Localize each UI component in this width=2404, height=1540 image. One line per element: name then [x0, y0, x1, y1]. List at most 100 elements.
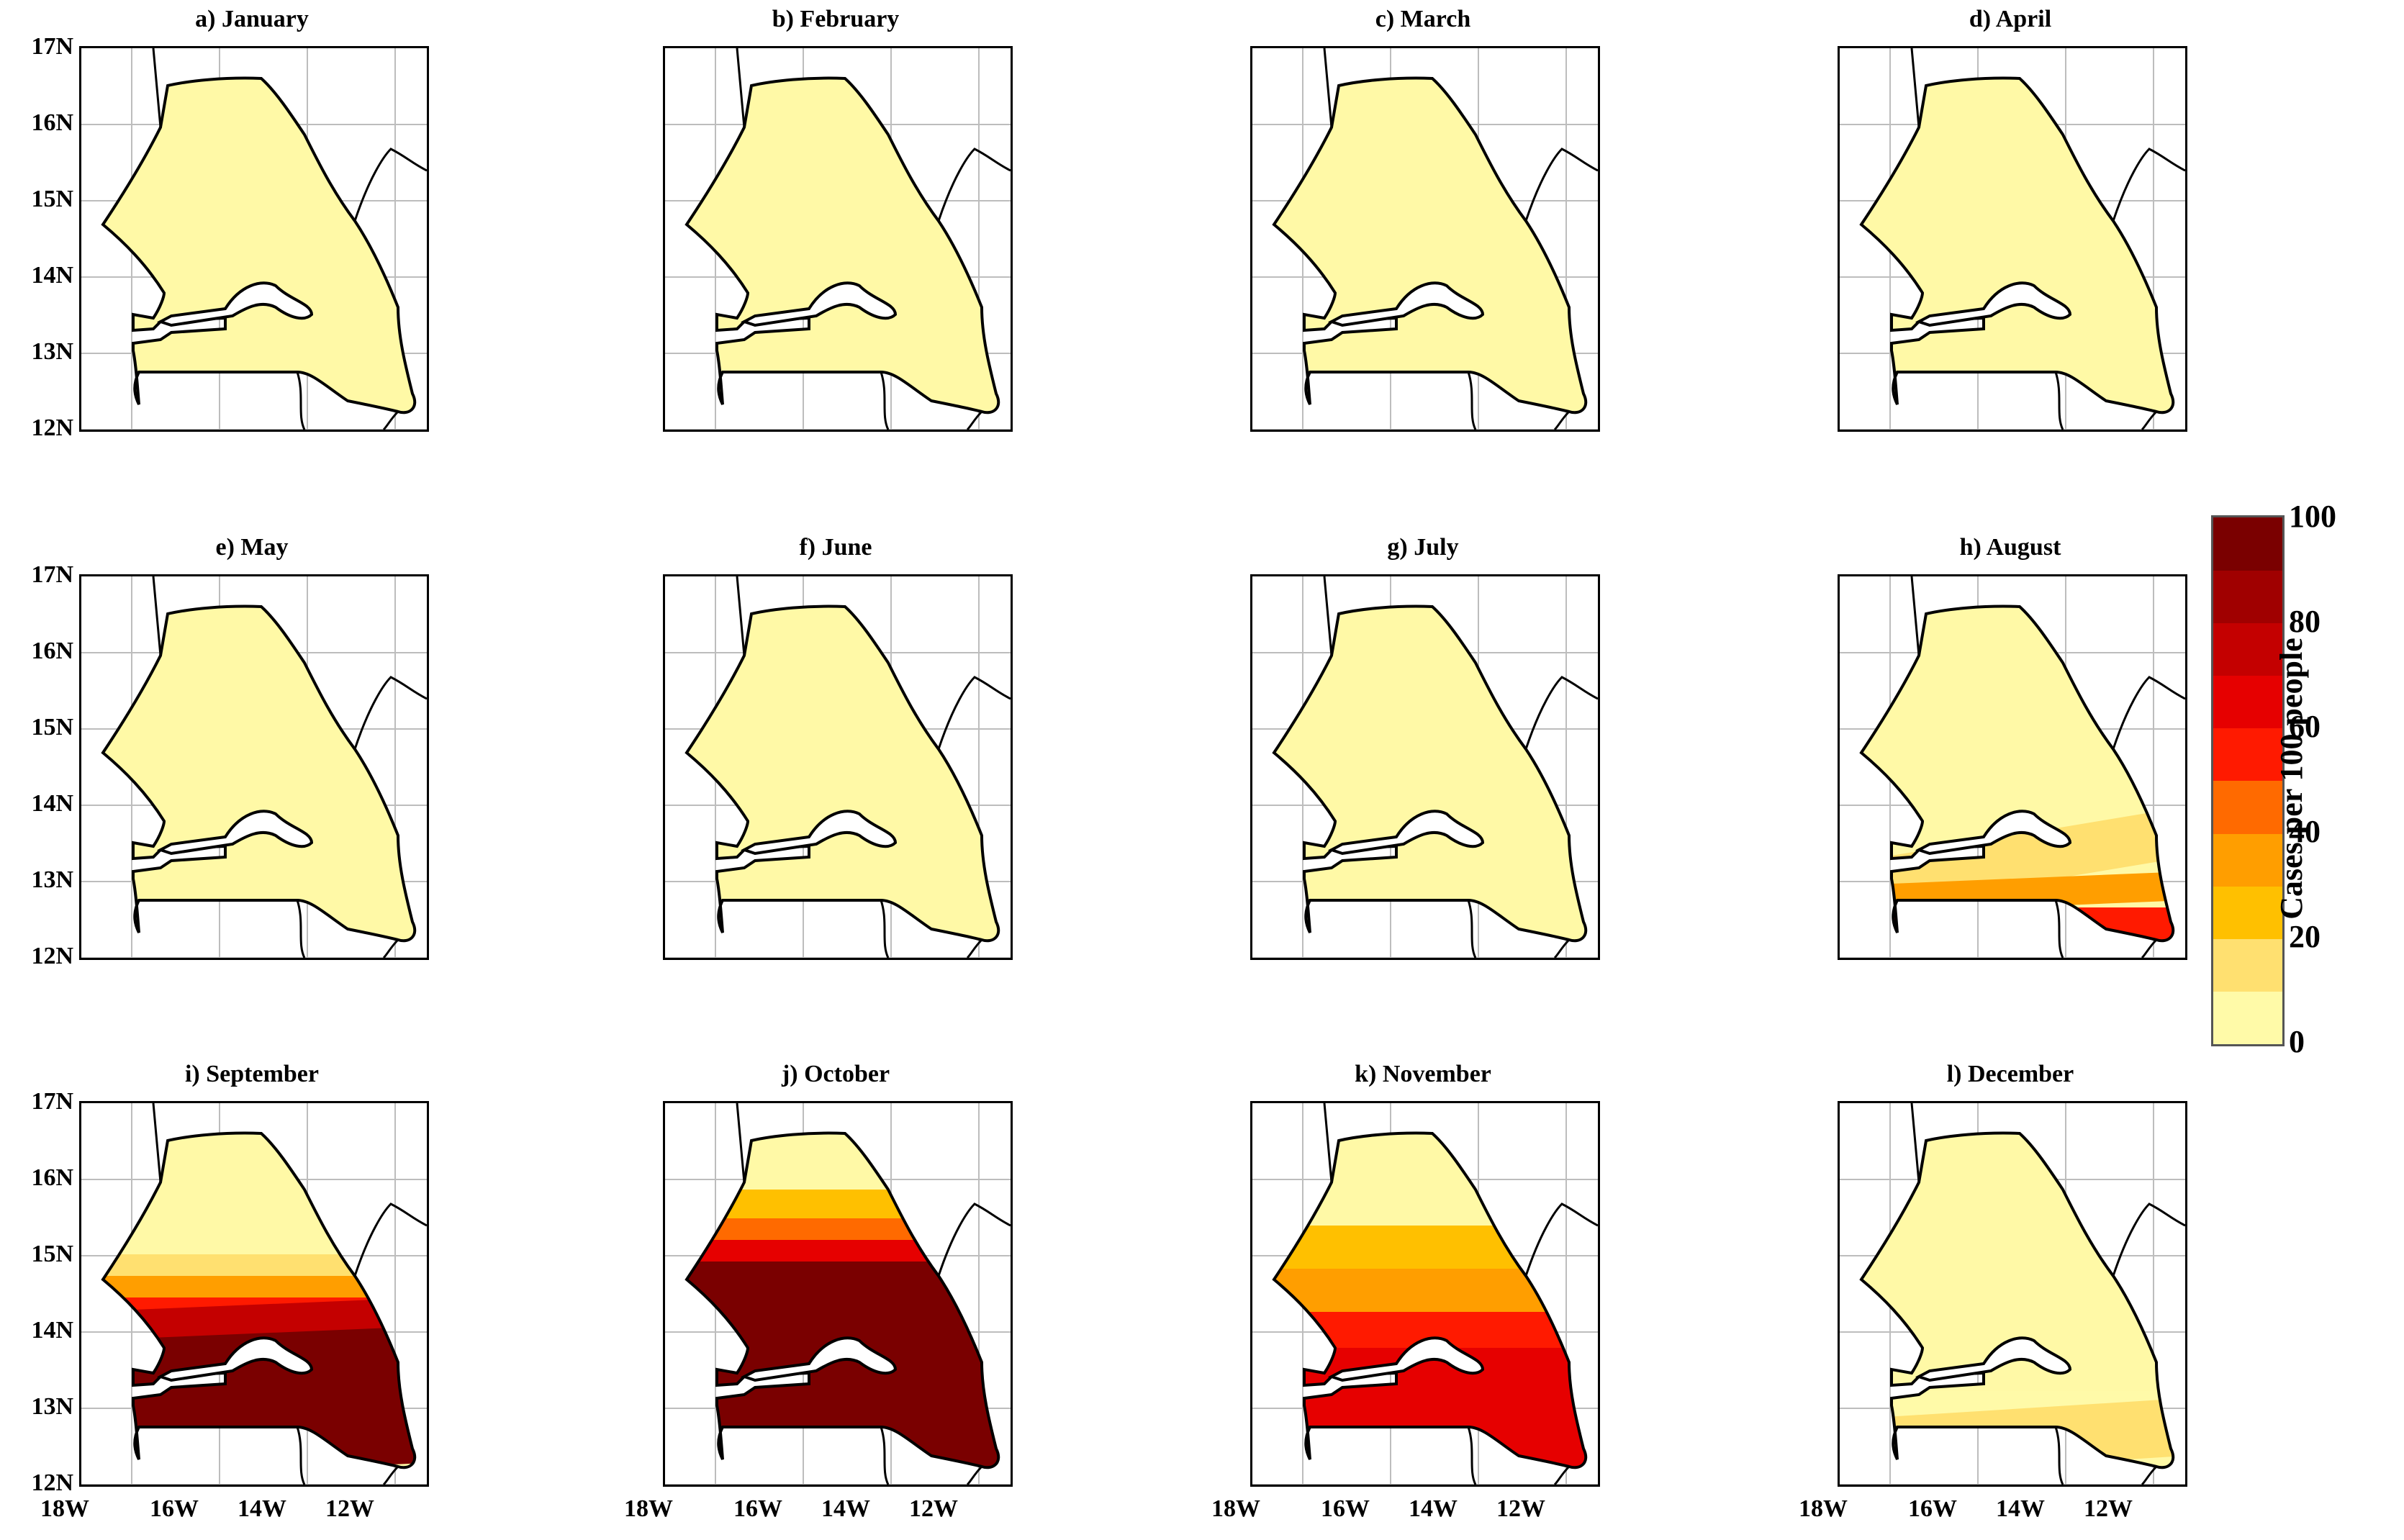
- map-frame: [663, 1101, 1013, 1487]
- gambia-river: [740, 281, 898, 327]
- panel-title: l) December: [1946, 1061, 2074, 1087]
- lat-tick-label: 16N: [31, 1164, 73, 1191]
- colorbar-band: [2213, 886, 2282, 940]
- map-frame: [1250, 46, 1600, 432]
- neighbor-border: [736, 1103, 1011, 1485]
- colorbar-band: [2213, 991, 2282, 1045]
- map-panel: c) March: [1171, 6, 1675, 485]
- senegal-land: [1274, 78, 1586, 413]
- lat-tick-label: 14N: [31, 262, 73, 289]
- lon-tick-label: 16W: [1321, 1495, 1370, 1522]
- lat-tick-label: 12N: [31, 415, 73, 441]
- senegal-land: [687, 78, 999, 413]
- map-svg: [1252, 1103, 1598, 1485]
- lon-tick-label: 18W: [40, 1495, 89, 1522]
- colorbar-band: [2213, 938, 2282, 992]
- colorbar-band: [2213, 833, 2282, 887]
- colorbar-tick: 20: [2289, 919, 2321, 954]
- gambia-river: [1915, 281, 2072, 327]
- lat-tick-label: 12N: [31, 943, 73, 969]
- lat-tick-label: 17N: [31, 1088, 73, 1115]
- map-panel: l) December 18W 16W 14W 12W: [1758, 1061, 2262, 1540]
- colorbar-band: [2213, 781, 2282, 834]
- gambia-river: [1327, 810, 1485, 856]
- colorbar-label: Cases per 100 people: [2274, 638, 2309, 920]
- neighbor-border: [1323, 48, 1598, 430]
- colorbar-band: [2213, 622, 2282, 676]
- map-panel: i) September 17N 16N 15N 14N 13N 12N 18W 16W 14W 1…: [0, 1061, 504, 1540]
- gambia-river: [1915, 1336, 2072, 1382]
- neighbor-border: [152, 48, 427, 430]
- map-svg: [1840, 1103, 2185, 1485]
- colorbar-tick: 100: [2289, 499, 2336, 534]
- gambia-river: [1915, 810, 2072, 856]
- lon-tick-label: 12W: [1496, 1495, 1545, 1522]
- map-frame: [1838, 1101, 2187, 1487]
- panel-title: d) April: [1969, 6, 2052, 32]
- colorbar: [2211, 515, 2285, 1046]
- panel-title: e) May: [215, 534, 289, 561]
- lon-tick-label: 16W: [150, 1495, 199, 1522]
- map-frame: [663, 46, 1013, 432]
- colorbar-band: [2213, 675, 2282, 729]
- gambia-river: [740, 810, 898, 856]
- map-frame: [1838, 46, 2187, 432]
- map-svg: [81, 576, 427, 958]
- gambia-river: [1327, 281, 1485, 327]
- lon-tick-label: 14W: [1409, 1495, 1458, 1522]
- panel-title: j) October: [781, 1061, 890, 1087]
- panel-title: i) September: [184, 1061, 319, 1087]
- neighbor-border: [1910, 576, 2185, 958]
- lon-tick-label: 14W: [238, 1495, 286, 1522]
- colorbar-tick: 60: [2289, 709, 2321, 744]
- map-panel: a) January 17N 16N 15N 14N 13N 12N: [0, 6, 504, 485]
- panel-title: b) February: [772, 6, 900, 32]
- map-frame: [79, 574, 429, 960]
- senegal-land: [1861, 1133, 2174, 1468]
- map-panel: b) February: [584, 6, 1088, 485]
- gambia-river: [740, 1336, 898, 1382]
- map-panel: e) May 17N 16N 15N 14N 13N 12N: [0, 534, 504, 1013]
- lat-tick-label: 14N: [31, 790, 73, 817]
- lon-tick-label: 12W: [2084, 1495, 2133, 1522]
- senegal-land: [687, 606, 999, 941]
- map-panel: j) October 18W 16W 14W 12W: [584, 1061, 1088, 1540]
- neighbor-border: [1910, 48, 2185, 430]
- risk-band: [1274, 1312, 1586, 1348]
- lon-tick-label: 18W: [624, 1495, 673, 1522]
- neighbor-border: [736, 48, 1011, 430]
- panel-title: k) November: [1355, 1061, 1491, 1087]
- lat-tick-label: 15N: [31, 1241, 73, 1267]
- lat-tick-label: 17N: [31, 561, 73, 588]
- risk-band: [1274, 1269, 1586, 1312]
- risk-band: [1861, 907, 2174, 941]
- colorbar-band: [2213, 728, 2282, 782]
- risk-overlay: [103, 1254, 415, 1468]
- map-svg: [665, 1103, 1011, 1485]
- colorbar-tick: 40: [2289, 814, 2321, 849]
- map-frame: [1250, 1101, 1600, 1487]
- panel-title: a) January: [195, 6, 309, 32]
- map-frame: [1838, 574, 2187, 960]
- map-svg: [1252, 576, 1598, 958]
- panel-title: h) August: [1959, 534, 2061, 561]
- lat-tick-label: 16N: [31, 109, 73, 136]
- map-panel: f) June: [584, 534, 1088, 1013]
- lon-tick-label: 18W: [1211, 1495, 1260, 1522]
- map-panel: g) July: [1171, 534, 1675, 1013]
- map-svg: [665, 576, 1011, 958]
- gambia-river: [156, 281, 314, 327]
- lon-tick-label: 16W: [1908, 1495, 1957, 1522]
- neighbor-border: [736, 576, 1011, 958]
- map-svg: [81, 1103, 427, 1485]
- lat-tick-label: 15N: [31, 186, 73, 212]
- colorbar-band: [2213, 517, 2282, 571]
- lat-tick-label: 17N: [31, 33, 73, 60]
- lon-tick-label: 12W: [325, 1495, 374, 1522]
- senegal-land: [103, 606, 415, 941]
- neighbor-border: [1323, 576, 1598, 958]
- neighbor-border: [1910, 1103, 2185, 1485]
- colorbar-tick: 0: [2289, 1024, 2305, 1059]
- map-panel: k) November 18W 16W 14W 12W: [1171, 1061, 1675, 1540]
- map-svg: [1840, 576, 2185, 958]
